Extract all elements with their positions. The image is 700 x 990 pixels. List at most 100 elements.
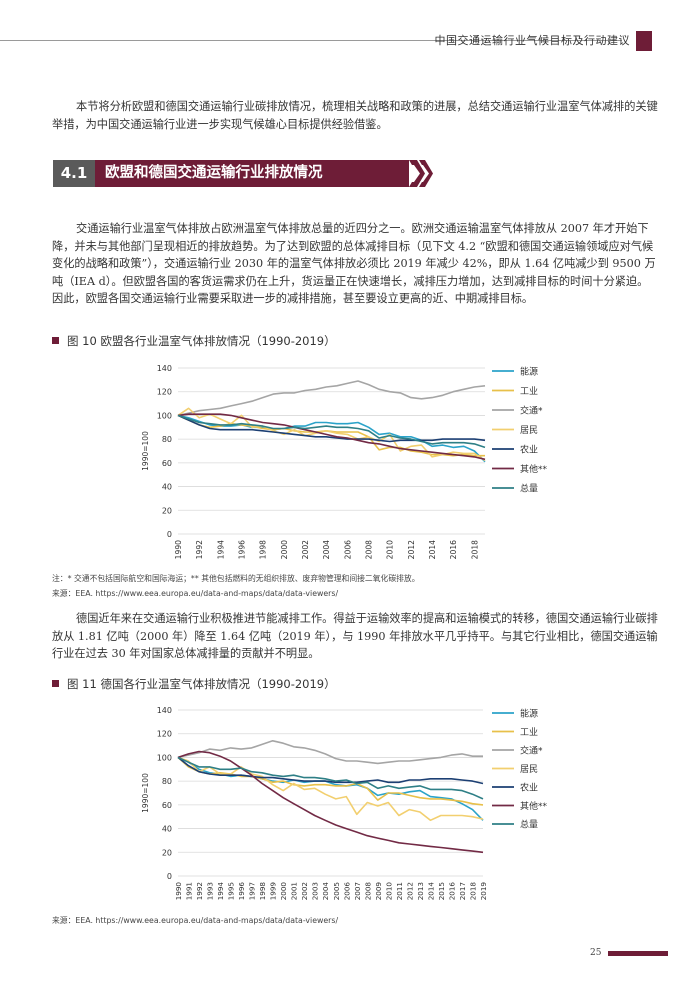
eu-x-tick-label: 2010: [386, 540, 395, 559]
eu-x-tick-label: 2002: [301, 540, 310, 559]
de-x-tick-label: 1995: [227, 882, 236, 900]
running-header-title: 中国交通运输行业气候目标及行动建议: [434, 34, 630, 47]
de-x-tick-label: 2010: [384, 882, 393, 901]
eu-legend-label: 其他**: [520, 463, 548, 475]
eu-x-tick-label: 2012: [407, 540, 416, 559]
eu-series-line: [177, 380, 486, 417]
eu-x-tick-label: 1992: [195, 540, 204, 559]
de-x-tick-label: 2017: [458, 882, 467, 900]
de-legend-label: 工业: [520, 727, 538, 738]
eu-y-tick-label: 60: [162, 459, 172, 468]
header-rule: [0, 40, 622, 41]
de-x-tick-label: 2006: [342, 882, 351, 901]
de-x-tick-label: 1997: [248, 882, 257, 900]
eu-legend-label: 居民: [520, 425, 538, 436]
figure-10-title: 图 10 欧盟各行业温室气体排放情况（1990-2019）: [52, 333, 336, 349]
de-x-tick-label: 1998: [258, 882, 267, 901]
de-legend-label: 其他**: [520, 800, 548, 812]
eu-x-tick-label: 2008: [365, 540, 374, 559]
eu-x-tick-label: 2004: [322, 540, 331, 559]
eu-y-tick-label: 120: [157, 388, 172, 397]
de-series-line: [177, 756, 484, 806]
de-x-tick-label: 1996: [237, 882, 246, 901]
de-legend-label: 农业: [520, 782, 538, 794]
de-y-tick-label: 140: [157, 706, 172, 715]
de-x-tick-label: 2000: [279, 882, 288, 901]
eu-legend-label: 能源: [520, 366, 538, 378]
eu-y-tick-label: 40: [162, 483, 172, 492]
eu-paragraph: 交通运输行业温室气体排放占欧洲温室气体排放总量的近四分之一。欧洲交通运输温室气体…: [52, 222, 656, 305]
de-x-tick-label: 2013: [416, 882, 425, 900]
de-x-tick-label: 1993: [206, 882, 215, 900]
de-x-tick-label: 1994: [216, 882, 225, 901]
de-y-tick-label: 60: [162, 801, 172, 810]
de-x-tick-label: 2014: [426, 882, 435, 901]
eu-x-tick-label: 1990: [174, 540, 183, 559]
de-x-tick-label: 1999: [269, 882, 278, 901]
de-series-line: [177, 739, 483, 765]
de-x-tick-label: 2003: [311, 882, 320, 900]
eu-y-tick-label: 80: [162, 435, 172, 444]
germany-paragraph: 德国近年来在交通运输行业积极推进节能减排工作。得益于运输效率的提高和运输模式的转…: [52, 612, 658, 660]
eu-legend-label: 交通*: [520, 405, 543, 417]
figure-11-title-text: 图 11 德国各行业温室气体排放情况（1990-2019）: [67, 677, 336, 691]
de-legend-label: 居民: [520, 764, 538, 775]
figure-10-title-text: 图 10 欧盟各行业温室气体排放情况（1990-2019）: [67, 334, 336, 348]
de-x-tick-label: 2011: [395, 882, 404, 900]
eu-series-line: [177, 407, 486, 462]
de-x-tick-label: 1991: [185, 882, 194, 900]
bullet-square-icon: [52, 337, 59, 344]
de-x-tick-label: 2015: [437, 882, 446, 900]
eu-x-tick-label: 1994: [216, 540, 225, 559]
eu-y-axis-label: 1990=100: [141, 431, 150, 471]
de-y-tick-label: 80: [162, 777, 172, 786]
de-series-line: [177, 756, 484, 821]
intro-paragraph: 本节将分析欧盟和德国交通运输行业碳排放情况，梳理相关战略和政策的进展，总结交通运…: [52, 100, 658, 131]
eu-series-line: [177, 414, 486, 463]
header-accent-block: [636, 31, 652, 51]
de-x-tick-label: 2004: [321, 882, 330, 901]
de-x-tick-label: 2002: [300, 882, 309, 900]
eu-series-line: [177, 413, 486, 461]
eu-legend-label: 总量: [520, 483, 538, 495]
section-heading: 4.1 欧盟和德国交通运输行业排放情况: [53, 160, 433, 187]
de-legend-label: 总量: [520, 819, 538, 831]
eu-x-tick-label: 2016: [449, 540, 458, 559]
eu-x-tick-label: 2014: [428, 540, 437, 559]
de-y-axis-label: 1990=100: [141, 773, 150, 813]
figure-10-source: 来源：EEA. https://www.eea.europa.eu/data-a…: [52, 589, 339, 598]
de-y-tick-label: 120: [157, 730, 172, 739]
de-y-tick-label: 100: [157, 753, 172, 762]
de-x-tick-label: 2009: [374, 882, 383, 901]
eu-y-tick-label: 140: [157, 364, 172, 373]
de-x-tick-label: 2019: [479, 882, 488, 901]
de-series-line: [177, 756, 484, 822]
eu-y-tick-label: 0: [167, 530, 172, 539]
eu-x-tick-label: 1996: [238, 540, 247, 559]
de-y-tick-label: 40: [162, 825, 172, 834]
eu-x-tick-label: 1998: [259, 540, 268, 559]
eu-x-tick-label: 2018: [470, 540, 479, 559]
eu-legend-label: 农业: [520, 444, 538, 456]
eu-y-tick-label: 100: [157, 411, 172, 420]
section-number: 4.1: [53, 160, 95, 187]
section-title: 欧盟和德国交通运输行业排放情况: [95, 160, 409, 187]
eu-series-line: [177, 414, 485, 457]
de-x-tick-label: 2018: [468, 882, 477, 901]
de-legend-label: 能源: [520, 708, 538, 720]
eu-y-tick-label: 20: [162, 506, 172, 515]
figure-10-note: 注：* 交通不包括国际航空和国际海运；** 其他包括燃料的无组织排放、废弃物管理…: [52, 574, 420, 583]
page-number: 25: [590, 948, 602, 958]
page-number-bar: [608, 951, 668, 956]
eu-legend-label: 工业: [520, 386, 538, 397]
de-x-tick-label: 2001: [290, 882, 299, 900]
de-x-tick-label: 2016: [447, 882, 456, 901]
eu-x-tick-label: 2006: [343, 540, 352, 559]
de-x-tick-label: 1990: [174, 882, 183, 901]
de-x-tick-label: 1992: [195, 882, 204, 900]
de-x-tick-label: 2008: [363, 882, 372, 901]
figure-11-title: 图 11 德国各行业温室气体排放情况（1990-2019）: [52, 676, 336, 692]
chevron-arrows-icon: [409, 160, 433, 187]
figure-11-source: 来源：EEA. https://www.eea.europa.eu/data-a…: [52, 916, 339, 925]
